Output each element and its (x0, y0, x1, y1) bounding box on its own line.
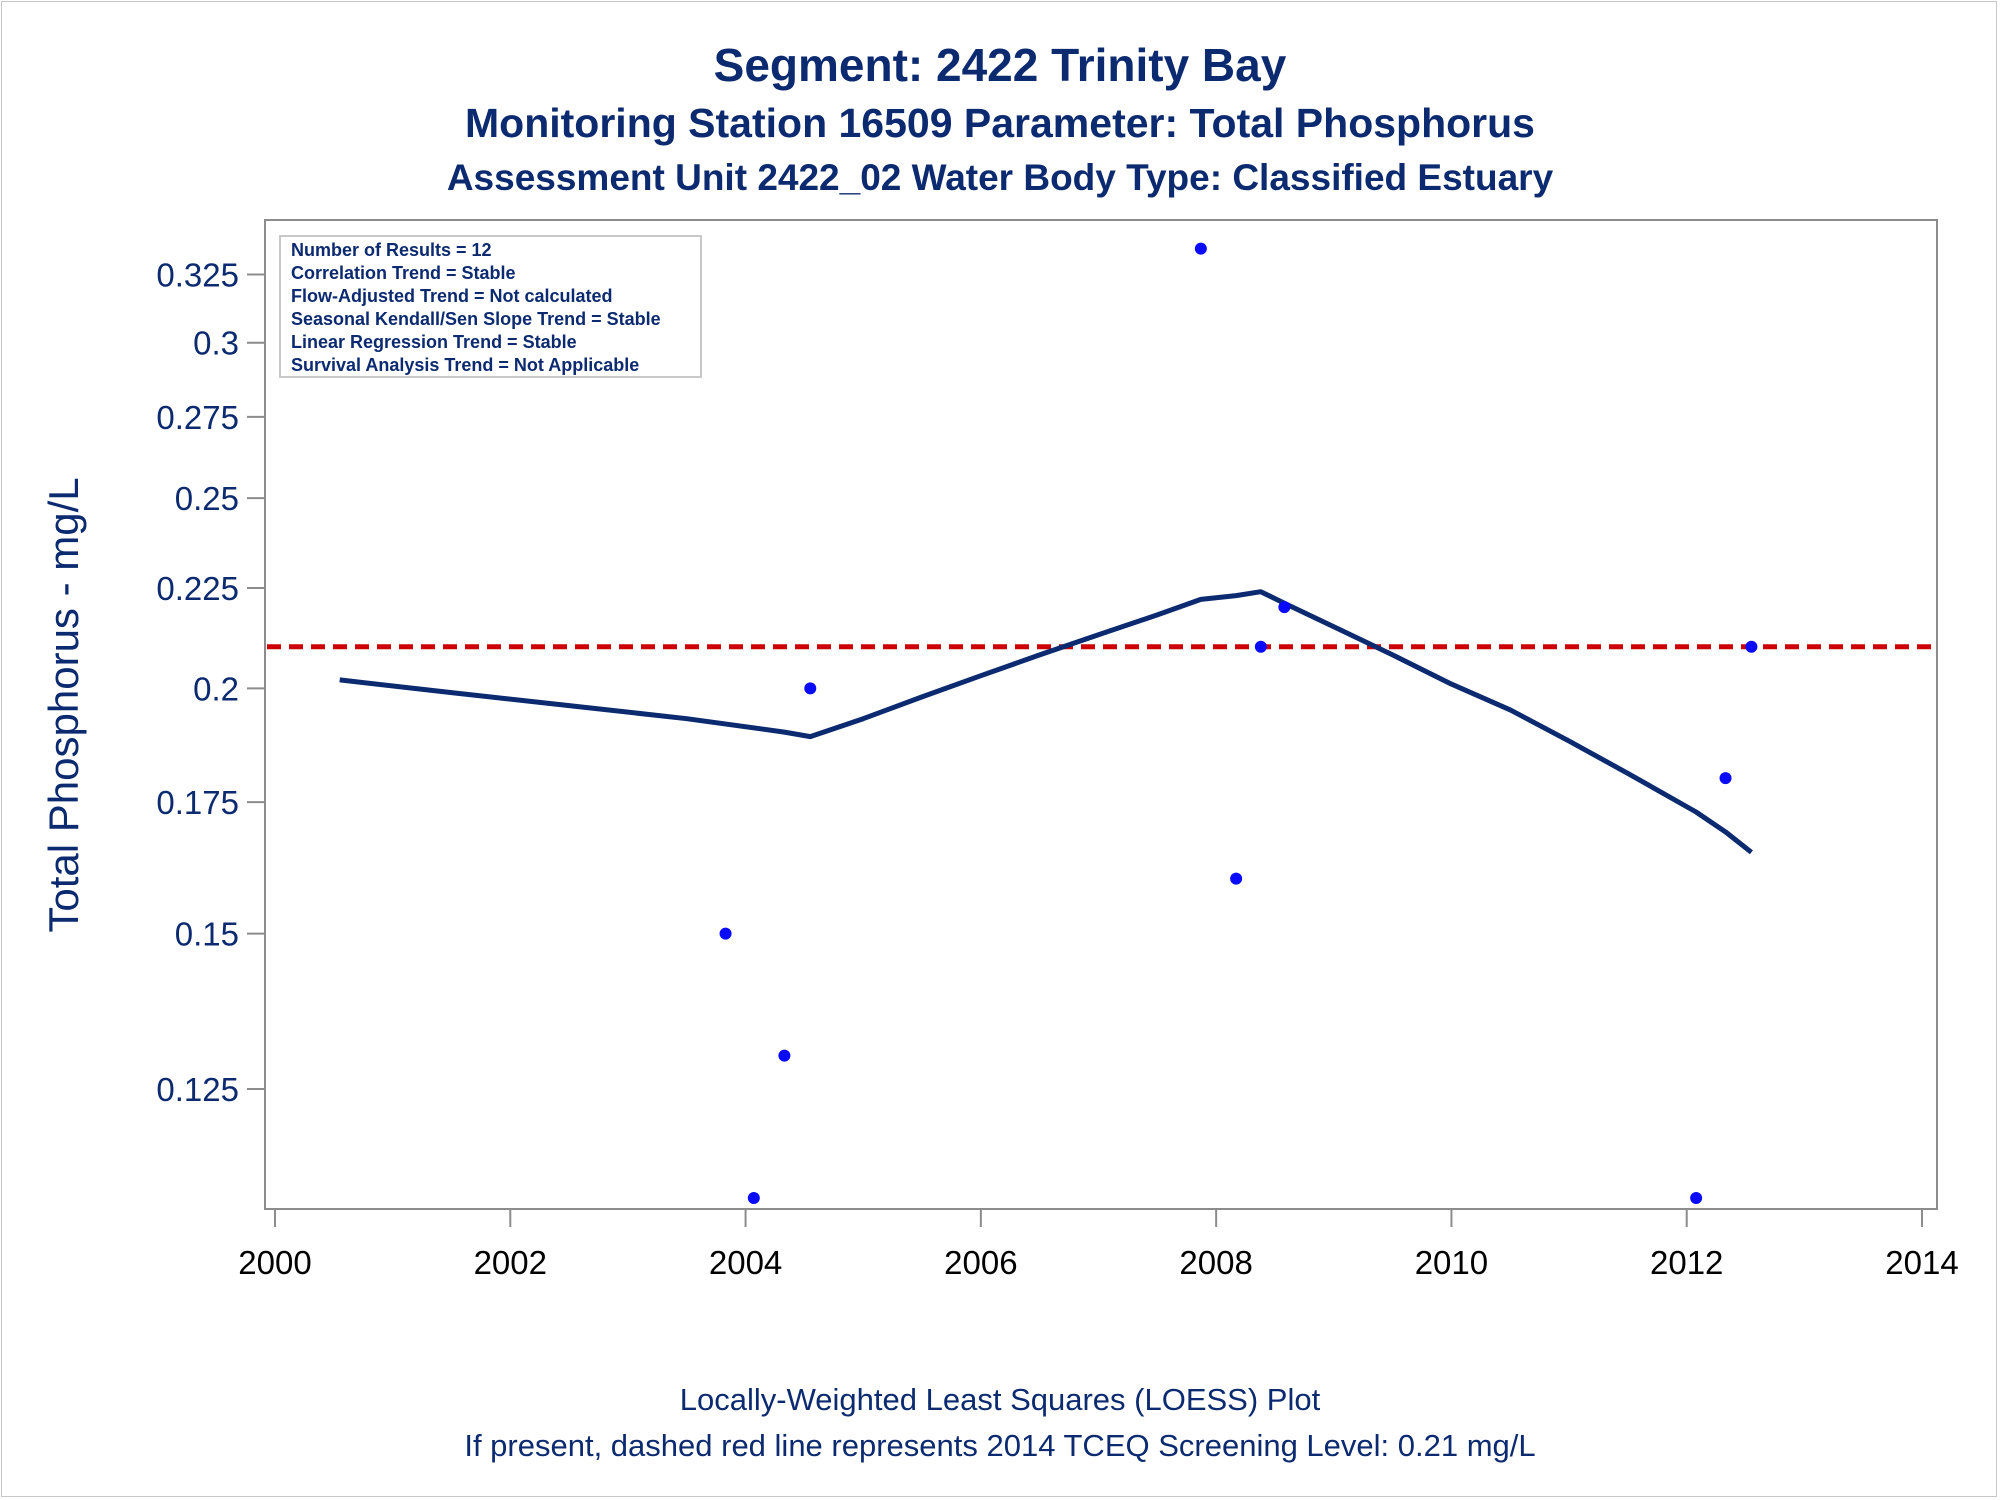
data-point (1719, 772, 1732, 785)
x-tick-label: 2000 (238, 1244, 311, 1281)
x-tick-label: 2010 (1415, 1244, 1488, 1281)
data-point (804, 682, 817, 695)
y-axis: 0.125 0.15 0.175 0.2 0.225 0.25 0.275 0.3 0.325 (156, 256, 265, 1108)
stats-correlation: Correlation Trend = Stable (291, 263, 516, 283)
chart-title: Segment: 2422 Trinity Bay (713, 39, 1287, 91)
data-point (1745, 640, 1758, 653)
x-tick-label: 2004 (709, 1244, 782, 1281)
x-tick-label: 2012 (1650, 1244, 1723, 1281)
data-point (747, 1192, 760, 1204)
y-tick-label: 0.325 (156, 256, 239, 293)
y-tick-label: 0.2 (193, 670, 239, 707)
x-tick-label: 2014 (1885, 1244, 1958, 1281)
y-tick-label: 0.3 (193, 325, 239, 362)
y-tick-label: 0.15 (175, 916, 239, 953)
stats-seasonal-kendall: Seasonal Kendall/Sen Slope Trend = Stabl… (291, 309, 661, 329)
stats-box-frame (279, 235, 702, 378)
data-point (1254, 640, 1267, 653)
x-tick-label: 2008 (1179, 1244, 1252, 1281)
stats-box: Number of Results = 12 Correlation Trend… (279, 235, 702, 378)
y-tick-label: 0.25 (175, 480, 239, 517)
y-tick-label: 0.125 (156, 1071, 239, 1108)
stats-linear-regression: Linear Regression Trend = Stable (291, 332, 577, 352)
plot-area (264, 219, 1938, 1210)
x-tick-label: 2006 (944, 1244, 1017, 1281)
footer-note: Locally-Weighted Least Squares (LOESS) P… (679, 1382, 1321, 1417)
y-tick-label: 0.175 (156, 784, 239, 821)
chart-subtitle: Monitoring Station 16509 Parameter: Tota… (465, 100, 1535, 146)
data-point (1690, 1192, 1703, 1204)
data-points (333, 242, 1758, 1204)
data-point (778, 1049, 791, 1062)
data-point (1230, 872, 1243, 885)
y-tick-label: 0.275 (156, 399, 239, 436)
x-tick-label: 2002 (474, 1244, 547, 1281)
chart-subtitle-2: Assessment Unit 2422_02 Water Body Type:… (446, 157, 1554, 198)
y-tick-label: 0.225 (156, 570, 239, 607)
stats-results: Number of Results = 12 (291, 240, 492, 260)
footer-screening-note: If present, dashed red line represents 2… (464, 1428, 1536, 1463)
data-point (1194, 242, 1207, 255)
data-point (1278, 601, 1291, 614)
data-point (719, 927, 732, 940)
loess-curve (339, 589, 1753, 855)
stats-survival: Survival Analysis Trend = Not Applicable (291, 355, 639, 375)
y-axis-label: Total Phosphorus - mg/L (40, 477, 87, 932)
stats-flow-adjusted: Flow-Adjusted Trend = Not calculated (291, 286, 613, 306)
x-axis: 2000 2002 2004 2006 2008 2010 2012 2014 (238, 1209, 1959, 1281)
